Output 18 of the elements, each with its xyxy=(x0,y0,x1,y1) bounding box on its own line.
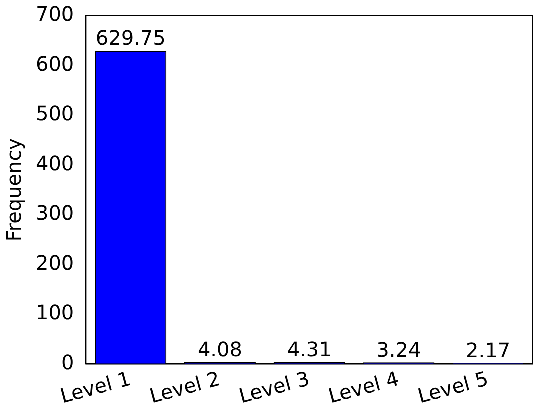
data-label: 2.17 xyxy=(466,338,511,362)
x-tick-label: Level 2 xyxy=(147,366,223,408)
y-tick-label: 0 xyxy=(61,350,74,374)
y-axis-title: Frequency xyxy=(2,138,26,242)
x-tick-label: Level 5 xyxy=(415,366,491,408)
x-tick-label: Level 4 xyxy=(326,366,402,408)
y-tick-label: 600 xyxy=(36,52,74,76)
data-label: 629.75 xyxy=(96,26,166,50)
data-label: 3.24 xyxy=(376,338,422,362)
y-tick-label: 100 xyxy=(36,300,74,325)
data-label: 4.31 xyxy=(287,337,332,362)
data-label: 4.08 xyxy=(198,337,242,362)
y-tick-label: 400 xyxy=(36,151,74,176)
y-tick-label: 700 xyxy=(36,2,74,26)
x-tick-label: Level 3 xyxy=(236,366,312,408)
y-tick-label: 500 xyxy=(36,102,74,126)
y-tick-label: 300 xyxy=(36,201,74,226)
y-tick-label: 200 xyxy=(36,250,74,275)
